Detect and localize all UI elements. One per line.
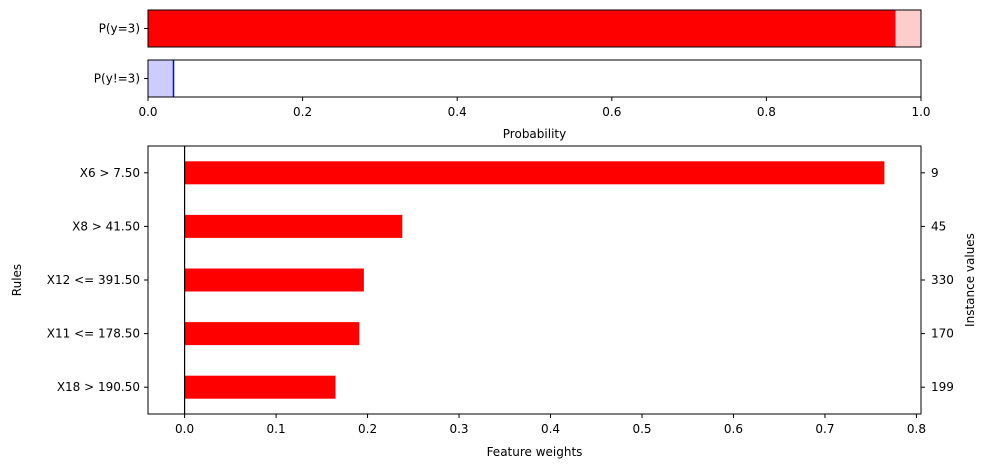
rule-label: X6 > 7.50: [80, 166, 140, 180]
probability-axes-frame: [147, 59, 922, 98]
rule-label: X8 > 41.50: [72, 219, 140, 233]
x-tick-label: 0.8: [757, 105, 776, 119]
probability-plot: P(y=3) P(y!=3) 0.0 0.2 0.4 0.6 0.8 1.0 Probabili…: [94, 9, 931, 141]
probability-bar: [148, 60, 174, 97]
x-tick-label: 0.3: [449, 422, 468, 436]
x-tick-label: 0.4: [541, 422, 560, 436]
y-axis-label: Rules: [10, 264, 24, 296]
category-label: P(y=3): [99, 22, 140, 36]
x-tick-label: 0.2: [358, 422, 377, 436]
instance-value-label: 330: [931, 273, 954, 287]
probability-remainder-bar: [895, 10, 921, 47]
feature-weight-bar: [184, 161, 885, 185]
x-axis-label: Probability: [503, 127, 566, 141]
feature-weights-plot: X6 > 7.50 9 X8 > 41.50 45 X12 <= 391.50 330 X1…: [10, 145, 977, 459]
x-tick-label: 1.0: [911, 105, 930, 119]
instance-value-label: 199: [931, 380, 954, 394]
rule-label: X11 <= 178.50: [47, 327, 140, 341]
x-tick-label: 0.4: [448, 105, 467, 119]
rule-label: X12 <= 391.50: [47, 273, 140, 287]
x-tick-label: 0.6: [724, 422, 743, 436]
feature-weight-bar: [184, 322, 360, 346]
instance-value-label: 9: [931, 166, 939, 180]
x-tick-label: 0.7: [815, 422, 834, 436]
feature-weight-bar: [184, 375, 336, 399]
rule-label: X18 > 190.50: [57, 380, 140, 394]
x-tick-label: 0.0: [138, 105, 157, 119]
x-tick-label: 0.0: [175, 422, 194, 436]
x-axis-label: Feature weights: [487, 445, 583, 459]
feature-weight-bar: [184, 214, 403, 238]
y2-axis-label: Instance values: [963, 233, 977, 327]
x-tick-label: 0.1: [267, 422, 286, 436]
category-label: P(y!=3): [94, 72, 140, 86]
instance-value-label: 170: [931, 327, 954, 341]
probability-bar: [148, 10, 896, 47]
feature-weight-bar: [184, 268, 364, 292]
x-tick-label: 0.6: [602, 105, 621, 119]
x-tick-label: 0.2: [293, 105, 312, 119]
x-tick-label: 0.8: [907, 422, 926, 436]
feature-axes-frame: [147, 145, 922, 415]
x-tick-label: 0.5: [632, 422, 651, 436]
instance-value-label: 45: [931, 219, 946, 233]
